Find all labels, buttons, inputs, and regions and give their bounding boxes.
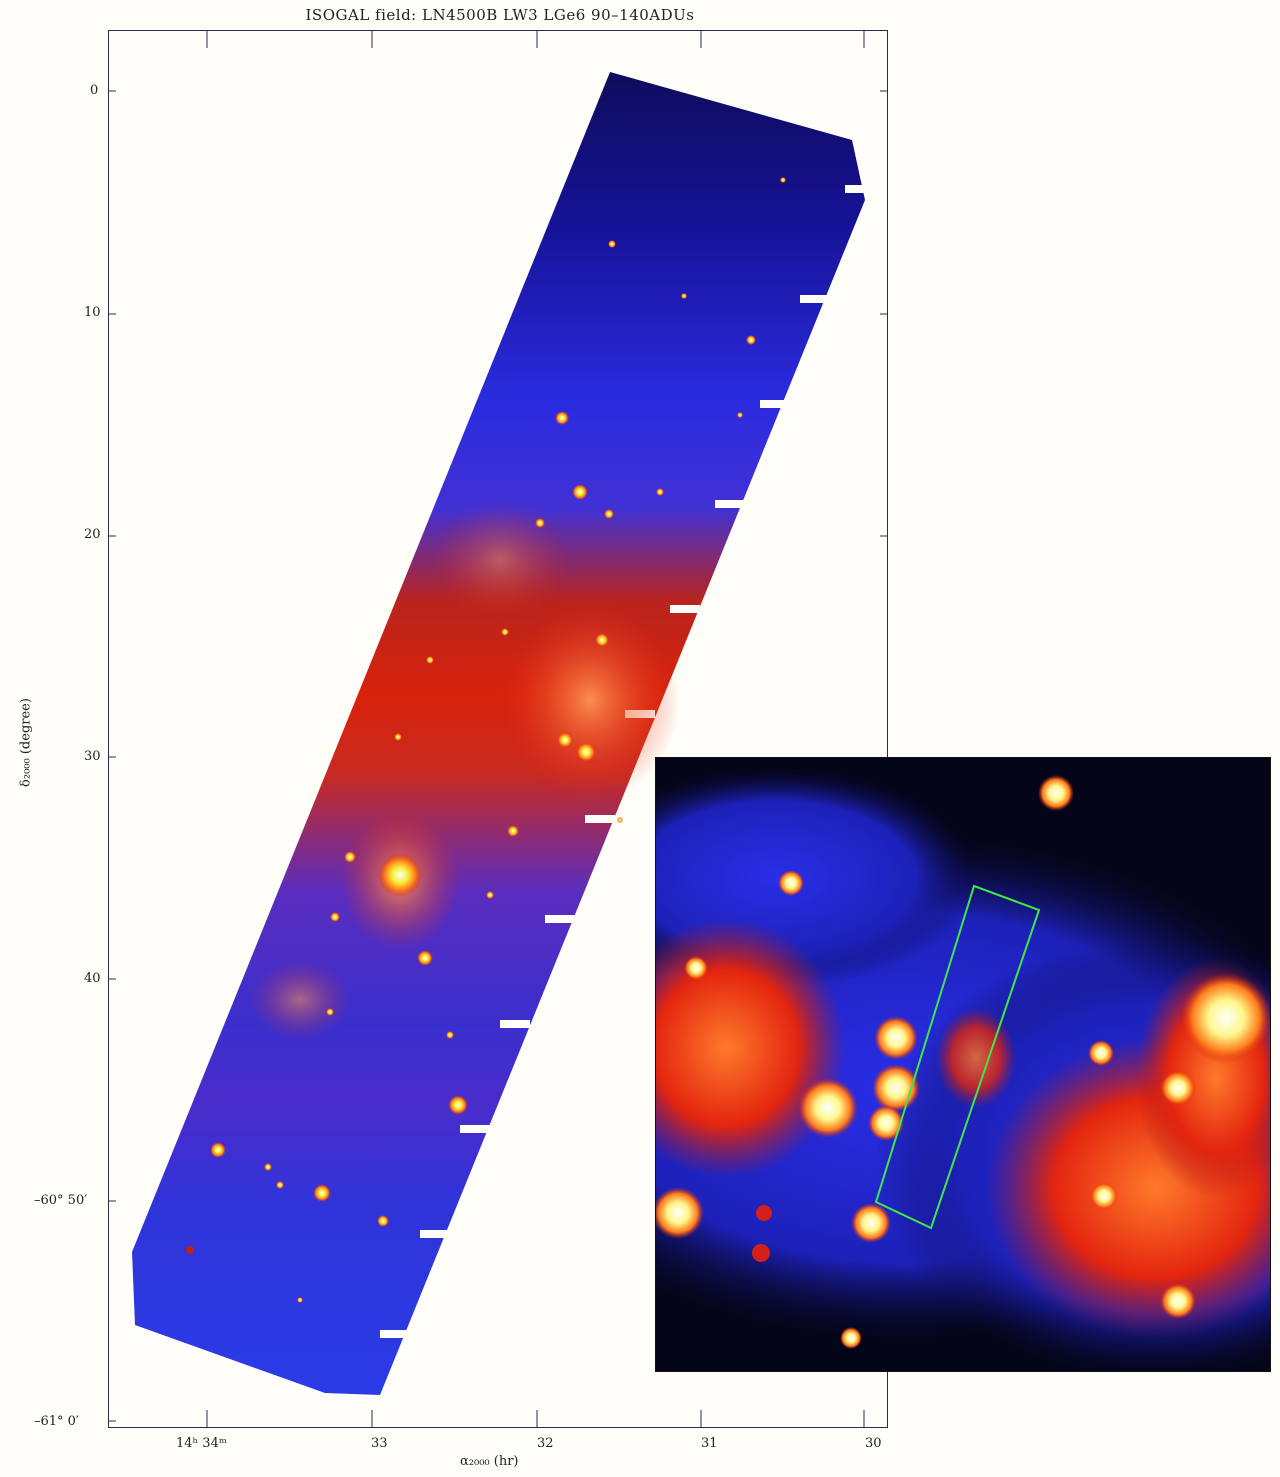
inset-map xyxy=(656,758,1270,1371)
y-tick-label: 40 xyxy=(84,971,101,986)
mosaic-steps xyxy=(380,185,875,1338)
inset-point-sources xyxy=(656,775,1270,1349)
x-tick-label: 32 xyxy=(537,1436,554,1451)
y-tick-label: –60° 50′ xyxy=(34,1193,88,1208)
x-tick-label: 33 xyxy=(371,1436,388,1451)
y-tick-label: 30 xyxy=(84,749,101,764)
y-tick-label: 10 xyxy=(84,305,101,320)
inset-zoom-panel xyxy=(655,757,1271,1372)
y-tick-label: 20 xyxy=(84,527,101,542)
y-tick-label: –61° 0′ xyxy=(34,1414,79,1429)
survey-strip xyxy=(132,72,865,1395)
axis-ticks xyxy=(108,30,888,1428)
point-sources xyxy=(186,177,786,1303)
x-tick-label: 30 xyxy=(865,1436,882,1451)
y-tick-label: 0 xyxy=(90,83,99,98)
x-axis-label: α₂₀₀₀ (hr) xyxy=(460,1454,519,1469)
plot-frame xyxy=(108,30,888,1428)
figure-title: ISOGAL field: LN4500B LW3 LGe6 90–140ADU… xyxy=(305,6,695,24)
x-tick-label: 31 xyxy=(701,1436,718,1451)
inset-selection-box xyxy=(874,884,1041,1230)
x-tick-label: 14ʰ 34ᵐ xyxy=(176,1436,227,1451)
